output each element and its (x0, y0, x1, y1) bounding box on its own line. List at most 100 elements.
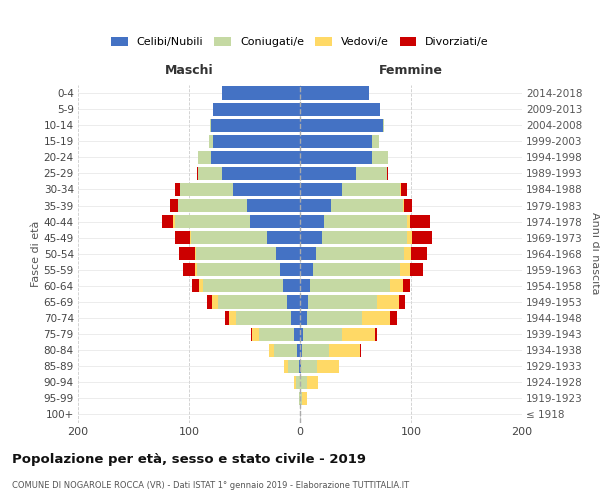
Bar (198, 167, 223, 180)
Bar (180, 183, 233, 196)
Bar (300, 167, 355, 180)
Bar (300, 392, 302, 405)
Bar (296, 344, 300, 357)
Bar (194, 247, 196, 260)
Bar (296, 376, 300, 389)
Bar (376, 328, 377, 340)
Bar (299, 360, 300, 373)
Bar (193, 280, 199, 292)
Bar (170, 199, 178, 212)
Bar (194, 263, 197, 276)
Bar (342, 183, 400, 196)
Bar (283, 280, 300, 292)
Bar (300, 134, 372, 148)
Bar (329, 344, 360, 357)
Bar (218, 296, 287, 308)
Bar (404, 199, 412, 212)
Bar (355, 167, 386, 180)
Bar (377, 296, 399, 308)
Bar (252, 328, 259, 340)
Bar (300, 86, 369, 100)
Bar (300, 183, 342, 196)
Bar (411, 247, 427, 260)
Bar (198, 150, 211, 164)
Bar (214, 102, 300, 116)
Bar (251, 328, 252, 340)
Bar (362, 312, 390, 324)
Bar (316, 247, 404, 260)
Bar (390, 312, 397, 324)
Bar (175, 231, 190, 244)
Text: Popolazione per età, sesso e stato civile - 2019: Popolazione per età, sesso e stato civil… (12, 452, 366, 466)
Bar (197, 263, 280, 276)
Bar (410, 263, 423, 276)
Bar (308, 296, 377, 308)
Bar (259, 328, 295, 340)
Bar (300, 199, 331, 212)
Bar (403, 280, 410, 292)
Text: Maschi: Maschi (164, 64, 214, 76)
Bar (203, 280, 283, 292)
Bar (191, 231, 266, 244)
Bar (372, 134, 379, 148)
Bar (300, 376, 307, 389)
Bar (313, 263, 400, 276)
Bar (372, 150, 388, 164)
Y-axis label: Fasce di età: Fasce di età (31, 220, 41, 287)
Bar (300, 102, 380, 116)
Bar (209, 134, 214, 148)
Bar (300, 360, 301, 373)
Bar (299, 392, 300, 405)
Bar (401, 183, 407, 196)
Bar (302, 344, 329, 357)
Bar (390, 280, 403, 292)
Bar (407, 215, 410, 228)
Bar (291, 312, 300, 324)
Bar (407, 231, 412, 244)
Bar (269, 344, 274, 357)
Bar (212, 296, 218, 308)
Bar (300, 296, 308, 308)
Bar (304, 328, 342, 340)
Bar (197, 167, 198, 180)
Bar (360, 344, 361, 357)
Bar (287, 296, 300, 308)
Bar (399, 296, 406, 308)
Bar (173, 215, 175, 228)
Bar (233, 183, 300, 196)
Bar (400, 263, 410, 276)
Bar (288, 360, 299, 373)
Bar (163, 215, 173, 228)
Bar (301, 360, 317, 373)
Bar (229, 312, 236, 324)
Bar (214, 134, 300, 148)
Bar (247, 199, 300, 212)
Text: Femmine: Femmine (379, 64, 443, 76)
Text: COMUNE DI NOGAROLE ROCCA (VR) - Dati ISTAT 1° gennaio 2019 - Elaborazione TUTTIT: COMUNE DI NOGAROLE ROCCA (VR) - Dati IST… (12, 480, 409, 490)
Bar (207, 296, 212, 308)
Bar (300, 328, 304, 340)
Bar (307, 312, 362, 324)
Bar (190, 231, 191, 244)
Bar (280, 263, 300, 276)
Bar (300, 312, 307, 324)
Bar (284, 360, 288, 373)
Bar (300, 118, 383, 132)
Bar (302, 392, 307, 405)
Bar (236, 312, 291, 324)
Bar (412, 231, 432, 244)
Bar (295, 328, 300, 340)
Bar (175, 183, 180, 196)
Bar (307, 376, 318, 389)
Bar (383, 118, 385, 132)
Bar (175, 215, 250, 228)
Legend: Celibi/Nubili, Coniugati/e, Vedovi/e, Divorziati/e: Celibi/Nubili, Coniugati/e, Vedovi/e, Di… (111, 36, 489, 47)
Bar (322, 231, 407, 244)
Bar (342, 328, 376, 340)
Bar (274, 344, 296, 357)
Bar (211, 150, 300, 164)
Bar (300, 231, 322, 244)
Bar (199, 280, 203, 292)
Bar (400, 183, 401, 196)
Bar (300, 344, 302, 357)
